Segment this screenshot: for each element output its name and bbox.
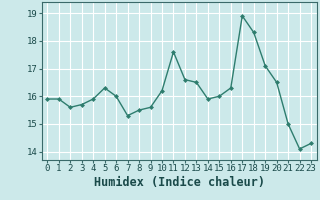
X-axis label: Humidex (Indice chaleur): Humidex (Indice chaleur): [94, 176, 265, 189]
